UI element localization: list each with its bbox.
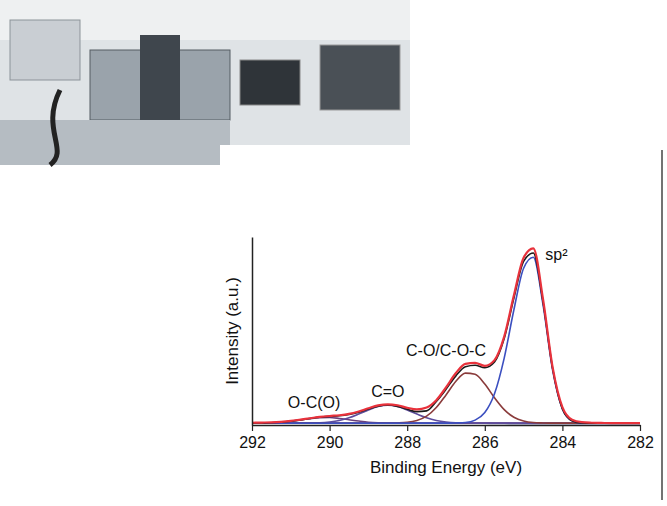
spectrum-line xyxy=(252,373,640,423)
x-tick-label: 286 xyxy=(472,434,499,451)
x-tick-mark xyxy=(640,425,641,431)
panel-border xyxy=(661,150,663,500)
photo-background xyxy=(0,0,410,165)
x-tick-mark xyxy=(407,425,408,431)
peak-label: C=O xyxy=(371,383,404,400)
y-axis xyxy=(252,238,253,426)
x-tick: 292 xyxy=(239,425,266,451)
x-axis-line xyxy=(253,425,641,427)
peak-label: O-C(O) xyxy=(288,394,340,411)
x-tick-mark xyxy=(485,425,486,431)
x-tick-mark xyxy=(562,425,563,431)
x-tick: 290 xyxy=(317,425,344,451)
panel xyxy=(220,145,667,506)
peak-label: C-O/C-O-C xyxy=(406,342,486,359)
x-tick-mark xyxy=(252,425,253,431)
x-tick: 288 xyxy=(394,425,421,451)
photo xyxy=(0,0,410,165)
spectrum-line xyxy=(252,248,640,423)
y-axis-title: Intensity (a.u.) xyxy=(223,277,242,385)
x-axis-title: Binding Energy (eV) xyxy=(370,458,522,477)
x-axis: 292 290 288 286 284 282 xyxy=(239,425,654,451)
x-tick: 286 xyxy=(472,425,499,451)
x-tick-label: 288 xyxy=(394,434,421,451)
x-tick-label: 282 xyxy=(627,434,654,451)
x-tick-label: 284 xyxy=(550,434,577,451)
peak-label: sp² xyxy=(545,246,568,263)
photo-box xyxy=(10,20,80,80)
plot-area xyxy=(252,248,640,423)
x-tick-label: 290 xyxy=(317,434,344,451)
photo-bench xyxy=(0,120,230,165)
figure: 292 290 288 286 284 282 Binding Energy (eV) Int… xyxy=(0,0,667,506)
y-axis-line xyxy=(252,238,254,426)
x-tick-label: 292 xyxy=(239,434,266,451)
photo-monitor xyxy=(240,60,300,105)
x-tick-mark xyxy=(330,425,331,431)
x-tick: 284 xyxy=(550,425,577,451)
x-tick: 282 xyxy=(627,425,654,451)
photo-cable xyxy=(50,90,60,165)
photo-monitor xyxy=(320,45,400,110)
spectrum-line xyxy=(252,253,640,423)
spectrum-line xyxy=(252,257,640,423)
